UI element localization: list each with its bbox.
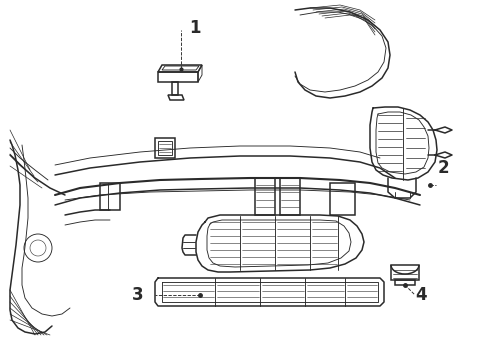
Text: 3: 3 — [131, 286, 143, 304]
Text: 1: 1 — [189, 19, 201, 37]
Text: 4: 4 — [415, 286, 427, 304]
Text: 2: 2 — [438, 159, 450, 177]
